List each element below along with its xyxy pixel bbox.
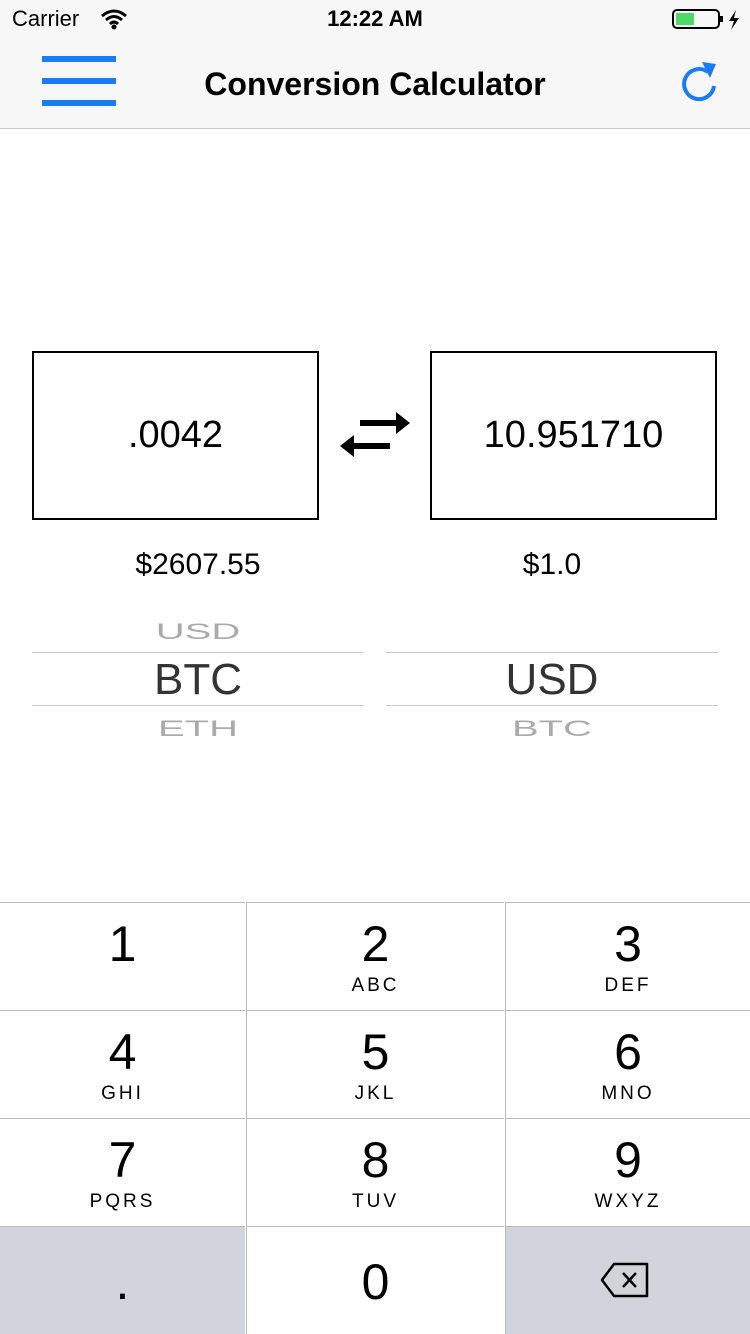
key-digit: 2	[361, 916, 390, 972]
key[interactable]: 8 TUV	[246, 1118, 504, 1226]
to-price: $1.0	[522, 548, 582, 581]
wifi-icon	[101, 9, 127, 30]
key-digit: 1	[108, 916, 137, 972]
to-input[interactable]: 10.951710	[430, 351, 717, 520]
to-amount: 10.951710	[483, 414, 664, 456]
picker-selected[interactable]: USD	[505, 655, 599, 704]
key[interactable]: .	[0, 1226, 245, 1334]
swap-button[interactable]	[338, 410, 412, 460]
refresh-button[interactable]	[678, 60, 722, 106]
key-digit: 8	[361, 1132, 390, 1188]
to-picker[interactable]: USD BTC	[386, 615, 718, 737]
key-digit: 4	[108, 1024, 137, 1080]
backspace-key-icon	[600, 1262, 649, 1298]
key-digit: 0	[361, 1254, 390, 1310]
key-digit: 9	[614, 1132, 642, 1188]
battery-icon	[672, 9, 739, 30]
from-picker[interactable]: USD BTC ETH	[32, 615, 364, 737]
key[interactable]: 0	[246, 1226, 504, 1334]
picker-selected[interactable]: BTC	[154, 655, 242, 704]
key-digit: .	[115, 1254, 130, 1310]
key[interactable]: 1	[0, 902, 245, 1010]
key[interactable]: 3 DEF	[505, 902, 750, 1010]
key[interactable]: 6 MNO	[505, 1010, 750, 1118]
key-digit: 7	[108, 1132, 137, 1188]
from-price: $2607.55	[135, 548, 261, 581]
carrier: Carrier	[12, 6, 80, 31]
key[interactable]: 9 WXYZ	[505, 1118, 750, 1226]
key-letters: TUV	[352, 1191, 399, 1212]
key-letters: WXYZ	[594, 1191, 662, 1212]
key-letters: PQRS	[89, 1191, 156, 1212]
key[interactable]: 7 PQRS	[0, 1118, 245, 1226]
picker-option[interactable]: USD	[155, 619, 241, 645]
key[interactable]: 4 GHI	[0, 1010, 245, 1118]
key-letters: DEF	[604, 975, 652, 996]
picker-option[interactable]: BTC	[512, 716, 592, 737]
key[interactable]: 5 JKL	[246, 1010, 504, 1118]
backspace-key[interactable]	[505, 1226, 750, 1334]
from-input[interactable]: .0042	[32, 351, 319, 520]
key-digit: 3	[614, 916, 642, 972]
time: 12:22 AM	[327, 6, 423, 31]
key-digit: 6	[614, 1024, 642, 1080]
nav-title: Conversion Calculator	[204, 66, 546, 102]
key-letters: ABC	[351, 975, 400, 996]
picker-option[interactable]: ETH	[158, 716, 238, 737]
key-letters: JKL	[354, 1083, 397, 1104]
key[interactable]: 2 ABC	[246, 902, 504, 1010]
nav-bar	[0, 0, 750, 129]
key-letters: MNO	[601, 1083, 655, 1104]
key-letters: GHI	[101, 1083, 144, 1104]
keypad: 1 2 ABC 3 DEF 4 GHI 5 JKL 6 MNO 7 PQRS 8 TUV 9 WXYZ. 0	[0, 902, 750, 1334]
key-digit: 5	[361, 1024, 390, 1080]
menu-button[interactable]	[42, 56, 118, 108]
from-amount: .0042	[127, 414, 224, 456]
